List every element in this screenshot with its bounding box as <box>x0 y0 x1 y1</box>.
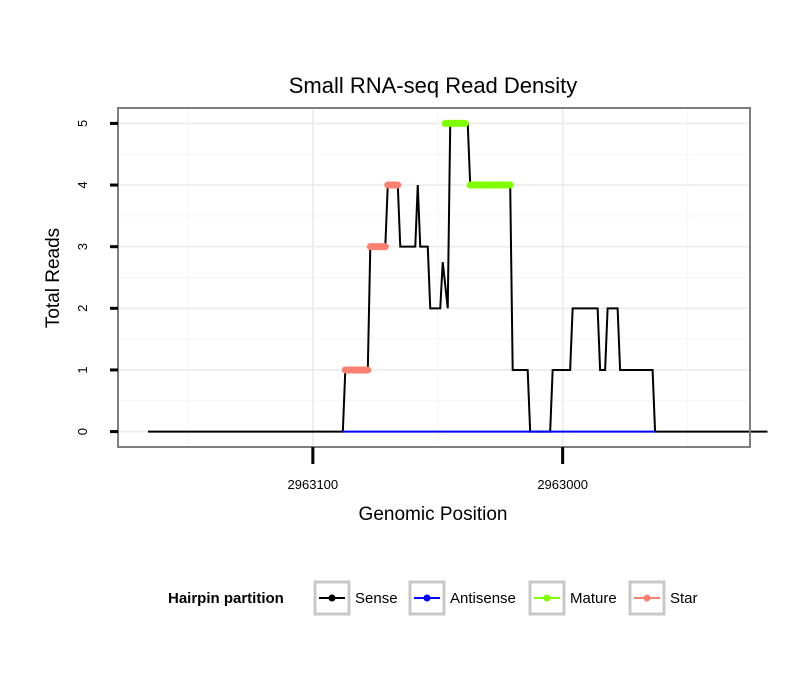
legend-key-point <box>543 594 551 602</box>
legend-key-point <box>643 594 651 602</box>
y-tick-label: 4 <box>75 181 90 188</box>
legend-item-sense: Sense <box>313 580 398 616</box>
y-tick-label: 0 <box>75 428 90 435</box>
series-layer <box>147 119 768 433</box>
legend: Hairpin partition Sense Antisense Mature St… <box>168 580 698 616</box>
y-tick-label: 5 <box>75 120 90 127</box>
legend-key-point <box>328 594 336 602</box>
y-axis-label: Total Reads <box>43 228 64 328</box>
legend-title: Hairpin partition <box>168 590 284 607</box>
grid <box>118 108 750 447</box>
x-axis: 2963100 2963000 <box>288 447 588 492</box>
y-tick-label: 2 <box>75 305 90 312</box>
plot-border <box>117 107 751 448</box>
x-tick-label: 2963100 <box>288 477 339 492</box>
y-tick-label: 3 <box>75 243 90 250</box>
legend-key-point <box>423 594 431 602</box>
legend-item-mature: Mature <box>528 580 617 616</box>
y-tick-label: 1 <box>75 366 90 373</box>
chart-title: Small RNA-seq Read Density <box>289 73 578 98</box>
x-tick-label: 2963000 <box>537 477 588 492</box>
legend-label: Star <box>670 590 698 607</box>
legend-label: Antisense <box>450 590 516 607</box>
legend-item-antisense: Antisense <box>408 580 516 616</box>
legend-label: Sense <box>355 590 398 607</box>
y-axis: 0 1 2 3 4 5 <box>75 120 118 435</box>
legend-item-star: Star <box>628 580 698 616</box>
x-axis-label: Genomic Position <box>359 504 508 525</box>
legend-label: Mature <box>570 590 617 607</box>
